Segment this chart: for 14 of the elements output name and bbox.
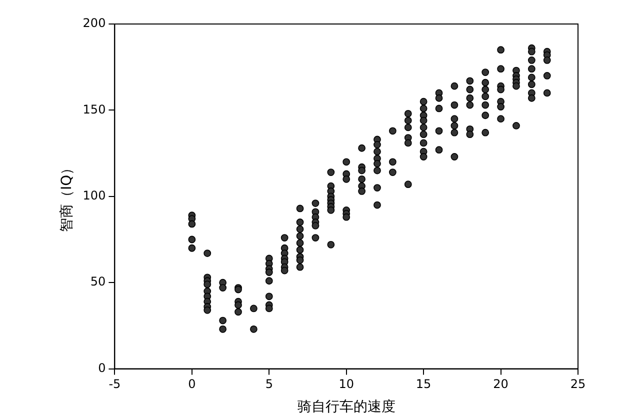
x-tick-label: 5: [265, 377, 273, 392]
x-axis-title: 骑自行车的速度: [297, 399, 396, 416]
x-tick-label: -5: [108, 377, 121, 392]
x-tick-label: 10: [338, 377, 354, 392]
y-tick-label: 150: [82, 102, 106, 116]
y-axis-title: 智商（IQ）: [59, 160, 76, 232]
x-tick-label: 15: [416, 377, 432, 392]
y-tick-label: 100: [82, 188, 106, 203]
x-tick-label: 25: [570, 377, 586, 392]
x-tick-label: 0: [188, 377, 196, 392]
y-tick-label: 0: [98, 360, 106, 375]
y-tick-label: 50: [90, 274, 106, 289]
y-tick-label: 200: [82, 16, 106, 30]
x-tick-label: 20: [493, 377, 508, 392]
